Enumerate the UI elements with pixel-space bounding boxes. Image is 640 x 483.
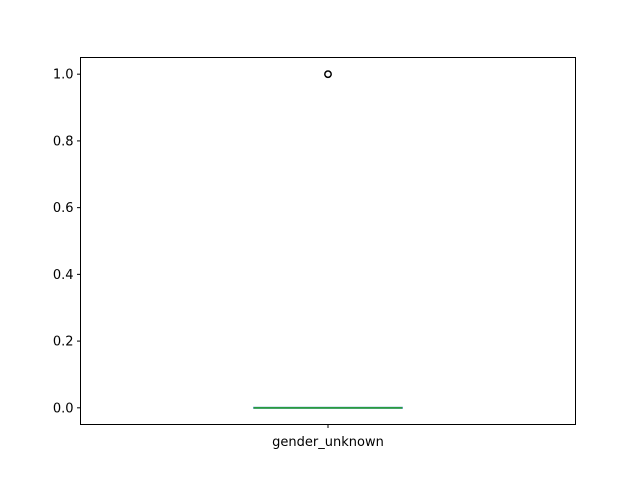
y-axis: 0.0 0.2 0.4 0.6 0.8 1.0 — [53, 68, 81, 417]
y-tick-label: 1.0 — [53, 68, 74, 83]
plot-marks — [254, 71, 403, 408]
y-tick-label: 0.8 — [53, 134, 74, 149]
y-tick-label: 0.4 — [53, 268, 74, 283]
y-tick-label: 0.2 — [53, 335, 74, 350]
y-tick-label: 0.6 — [53, 201, 74, 216]
outlier-point — [325, 71, 331, 77]
axes-frame — [81, 58, 576, 425]
x-tick-label: gender_unknown — [272, 435, 384, 450]
x-axis: gender_unknown — [272, 425, 384, 451]
y-tick-label: 0.0 — [53, 401, 74, 416]
